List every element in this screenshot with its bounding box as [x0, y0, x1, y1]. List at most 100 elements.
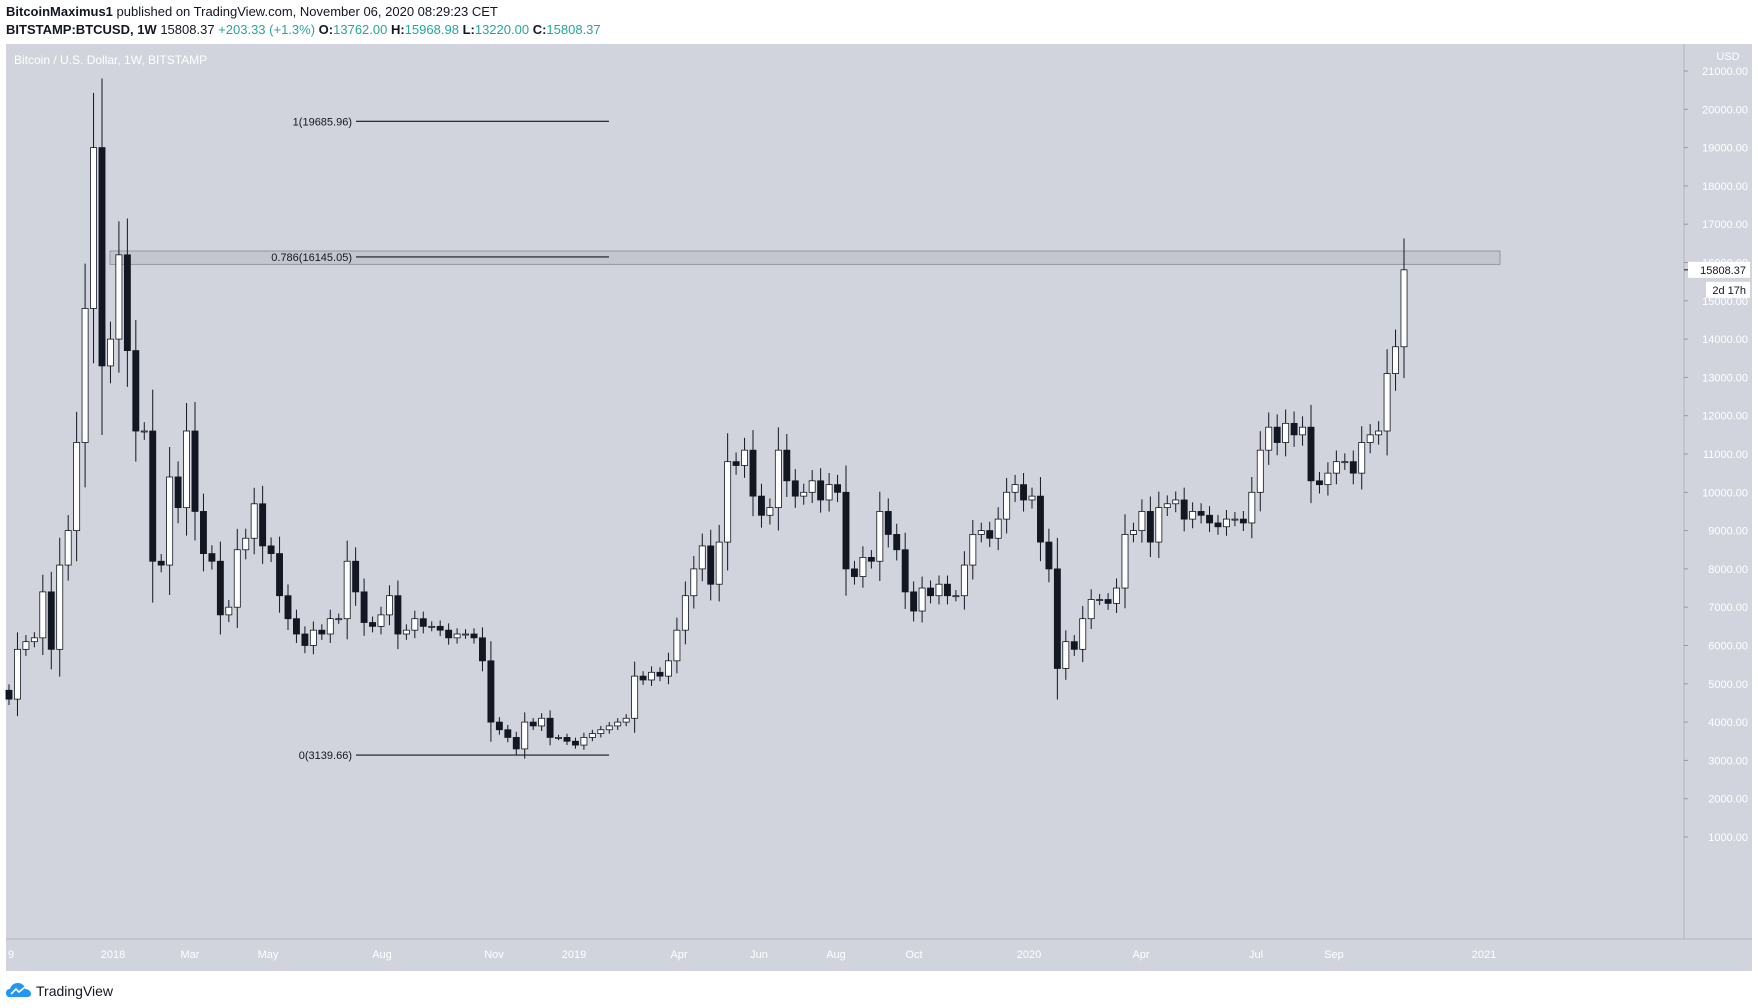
candle-body[interactable] — [952, 595, 960, 598]
candle-body[interactable] — [715, 541, 723, 585]
candle-body[interactable] — [1332, 461, 1340, 474]
candle-body[interactable] — [504, 729, 512, 738]
chart-pane[interactable] — [6, 44, 1684, 939]
candle-body[interactable] — [648, 671, 655, 681]
candle-body[interactable] — [453, 633, 461, 639]
candle-body[interactable] — [107, 338, 114, 367]
price-axis[interactable] — [1684, 44, 1752, 939]
candle-body[interactable] — [1299, 426, 1306, 436]
candle-body[interactable] — [597, 729, 605, 734]
candle-body[interactable] — [656, 671, 664, 677]
candle-body[interactable] — [326, 618, 334, 635]
candle-body[interactable] — [1282, 422, 1290, 443]
candle-body[interactable] — [301, 633, 309, 646]
candle-body[interactable] — [1096, 599, 1104, 601]
candle-body[interactable] — [56, 564, 64, 650]
candle-body[interactable] — [1223, 518, 1230, 528]
author-name[interactable]: BitcoinMaximus1 — [6, 4, 113, 19]
candle-body[interactable] — [614, 721, 622, 727]
candle-body[interactable] — [1273, 426, 1281, 443]
candle-body[interactable] — [470, 633, 478, 639]
candle-body[interactable] — [115, 254, 123, 340]
candle-body[interactable] — [665, 660, 672, 677]
candle-body[interactable] — [369, 622, 376, 627]
candle-body[interactable] — [47, 591, 55, 650]
candle-body[interactable] — [1206, 514, 1213, 524]
candle-body[interactable] — [123, 254, 131, 351]
candle-body[interactable] — [1130, 530, 1137, 535]
candle-body[interactable] — [343, 560, 351, 620]
candle-body[interactable] — [419, 618, 427, 627]
candle-body[interactable] — [1070, 641, 1078, 650]
candle-body[interactable] — [352, 560, 360, 593]
candle-body[interactable] — [910, 591, 918, 612]
candle-body[interactable] — [783, 449, 791, 482]
candle-body[interactable] — [1138, 511, 1146, 532]
candle-body[interactable] — [893, 534, 901, 551]
candle-body[interactable] — [1214, 522, 1222, 528]
candle-body[interactable] — [1146, 511, 1154, 543]
candle-body[interactable] — [546, 717, 554, 738]
candle-body[interactable] — [377, 614, 385, 627]
candle-body[interactable] — [918, 587, 926, 612]
candle-body[interactable] — [233, 549, 241, 608]
candle-body[interactable] — [732, 461, 740, 466]
candle-body[interactable] — [1400, 269, 1408, 348]
candle-body[interactable] — [741, 449, 748, 466]
candle-body[interactable] — [14, 648, 21, 700]
candle-body[interactable] — [1290, 422, 1298, 436]
candle-body[interactable] — [1248, 491, 1256, 524]
candle-body[interactable] — [698, 545, 706, 570]
candle-body[interactable] — [758, 495, 765, 516]
candle-body[interactable] — [200, 511, 207, 554]
candle-body[interactable] — [64, 530, 72, 566]
candle-body[interactable] — [572, 740, 579, 746]
candle-body[interactable] — [673, 629, 681, 662]
candle-body[interactable] — [208, 553, 216, 562]
candle-body[interactable] — [521, 721, 529, 750]
candle-body[interactable] — [1104, 599, 1112, 604]
candle-body[interactable] — [335, 618, 343, 621]
candle-body[interactable] — [935, 583, 943, 597]
candle-body[interactable] — [1316, 480, 1323, 486]
candle-body[interactable] — [1003, 491, 1011, 520]
candle-body[interactable] — [707, 545, 715, 585]
candle-body[interactable] — [1028, 495, 1036, 501]
candle-body[interactable] — [1020, 484, 1027, 501]
candle-body[interactable] — [994, 518, 1002, 539]
candle-body[interactable] — [267, 545, 275, 554]
candle-body[interactable] — [1011, 484, 1019, 493]
candle-body[interactable] — [242, 537, 250, 551]
candle-body[interactable] — [284, 595, 292, 620]
candle-body[interactable] — [774, 449, 782, 509]
candle-body[interactable] — [986, 530, 994, 539]
candle-body[interactable] — [876, 511, 884, 562]
candle-body[interactable] — [766, 507, 774, 516]
candle-body[interactable] — [1180, 499, 1188, 520]
candle-body[interactable] — [867, 557, 875, 562]
candle-body[interactable] — [512, 737, 520, 750]
candle-body[interactable] — [605, 725, 613, 731]
time-axis[interactable] — [6, 939, 1752, 971]
candle-body[interactable] — [1341, 461, 1349, 464]
candle-body[interactable] — [977, 530, 985, 535]
candle-body[interactable] — [1037, 495, 1044, 543]
candle-body[interactable] — [529, 721, 537, 727]
candle-body[interactable] — [944, 583, 951, 597]
candle-body[interactable] — [39, 591, 47, 639]
candle-body[interactable] — [538, 717, 546, 727]
candle-body[interactable] — [1087, 599, 1095, 620]
candle-body[interactable] — [690, 568, 698, 597]
candle-body[interactable] — [276, 553, 283, 597]
candle-body[interactable] — [216, 560, 224, 616]
candle-body[interactable] — [631, 675, 639, 719]
candle-body[interactable] — [1172, 499, 1180, 505]
candle-body[interactable] — [259, 503, 267, 547]
candle-body[interactable] — [1366, 434, 1374, 443]
candle-body[interactable] — [851, 568, 858, 577]
candle-body[interactable] — [293, 618, 300, 635]
candle-body[interactable] — [639, 675, 647, 681]
candle-body[interactable] — [1383, 373, 1391, 432]
candle-body[interactable] — [132, 350, 140, 432]
candle-body[interactable] — [1062, 641, 1070, 669]
